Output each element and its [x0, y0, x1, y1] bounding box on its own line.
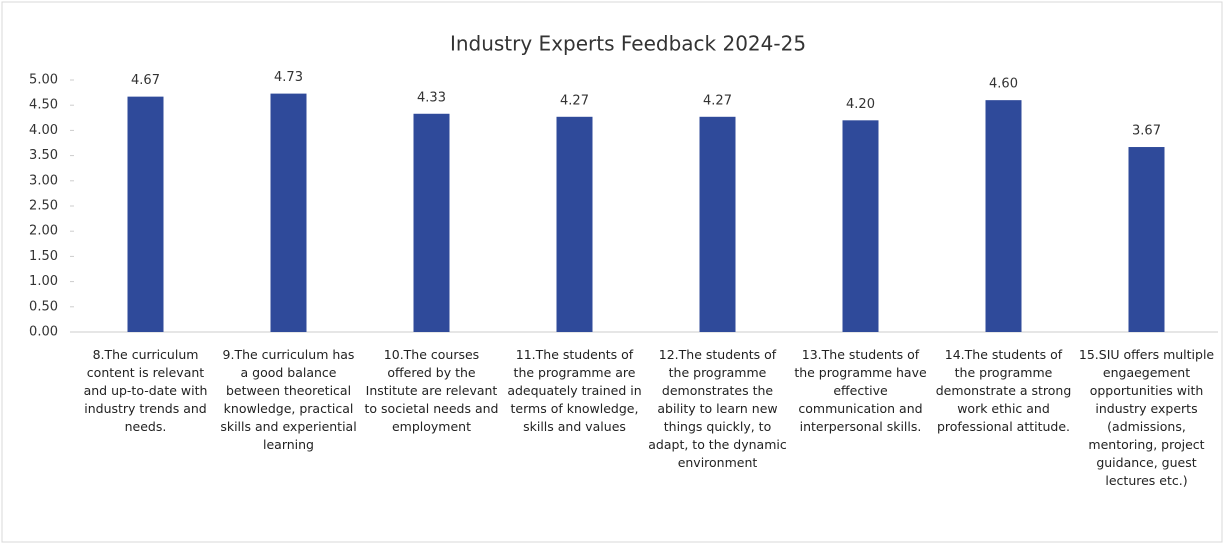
value-label: 3.67 — [1132, 124, 1161, 139]
y-tick-label: 2.50 — [29, 199, 58, 214]
value-label: 4.33 — [417, 90, 446, 105]
bar — [699, 116, 736, 333]
y-tick-label: 4.00 — [29, 123, 58, 138]
value-label: 4.60 — [989, 77, 1018, 92]
x-tick-label: 15.SIU offers multiple engaegement oppor… — [1078, 347, 1215, 488]
x-tick-label: 9.The curriculum has a good balance betw… — [220, 347, 357, 452]
y-tick-label: 1.50 — [29, 249, 58, 264]
y-tick-label: 2.00 — [29, 224, 58, 239]
x-tick-label: 11.The students of the programme are ade… — [507, 347, 642, 434]
y-tick-label: 3.00 — [29, 173, 58, 188]
x-tick-label: 14.The students of the programme demonst… — [935, 347, 1072, 434]
bar — [413, 113, 450, 332]
x-tick-label: 13.The students of the programme have ef… — [794, 347, 927, 434]
bar — [842, 120, 879, 332]
y-tick-label: 0.50 — [29, 299, 58, 314]
y-tick-label: 0.00 — [29, 325, 58, 340]
x-tick-label: 10.The courses offered by the Institute … — [364, 347, 499, 434]
x-tick-label: 12.The students of the programme demonst… — [648, 347, 787, 470]
value-label: 4.67 — [131, 73, 160, 88]
bar — [985, 100, 1022, 332]
value-label: 4.20 — [846, 97, 875, 112]
chart-title: Industry Experts Feedback 2024-25 — [450, 32, 806, 56]
y-tick-label: 1.00 — [29, 274, 58, 289]
y-tick-label: 4.50 — [29, 98, 58, 113]
y-tick-label: 3.50 — [29, 148, 58, 163]
y-tick-label: 5.00 — [29, 73, 58, 88]
bar — [1128, 147, 1165, 332]
bar — [556, 116, 593, 333]
value-label: 4.73 — [274, 70, 303, 85]
x-tick-label: 8.The curriculum content is relevant and… — [83, 347, 208, 434]
value-label: 4.27 — [560, 93, 589, 108]
bar — [270, 93, 307, 332]
bar — [127, 96, 164, 332]
value-label: 4.27 — [703, 93, 732, 108]
